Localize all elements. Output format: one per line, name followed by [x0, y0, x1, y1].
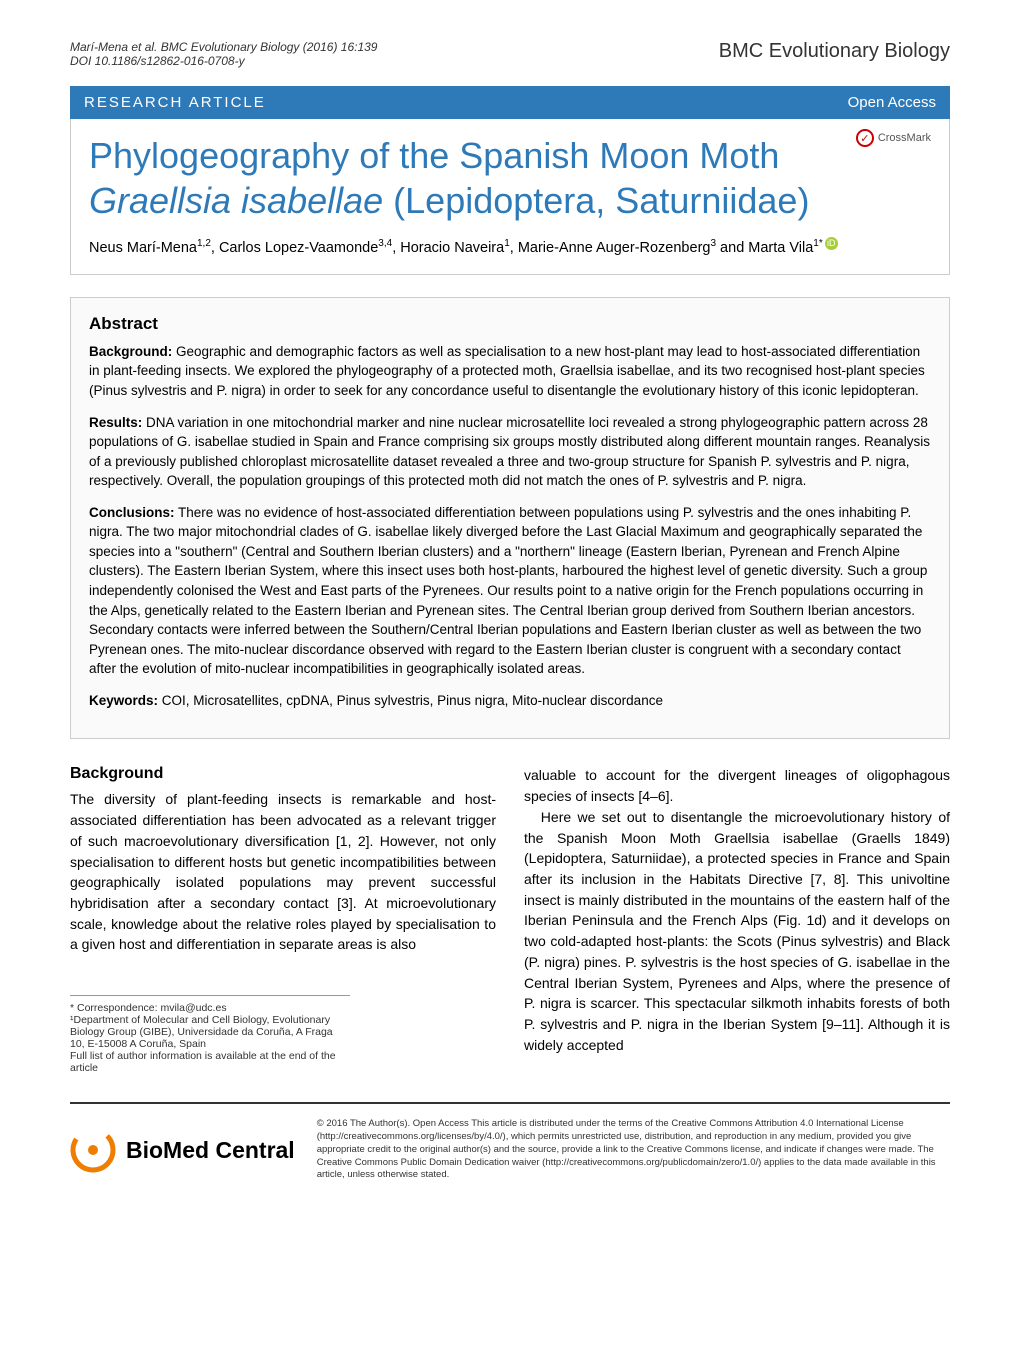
crossmark-icon: ✓ — [856, 129, 874, 147]
license-text: © 2016 The Author(s). Open Access This a… — [317, 1118, 950, 1182]
author-1: Neus Marí-Mena — [89, 240, 197, 256]
abstract-bg-text: Geographic and demographic factors as we… — [89, 344, 925, 398]
crossmark-badge[interactable]: ✓ CrossMark — [856, 129, 931, 147]
journal-name: BMC Evolutionary Biology — [719, 40, 950, 63]
keywords-label: Keywords: — [89, 693, 158, 708]
abstract-res-text: DNA variation in one mitochondrial marke… — [89, 415, 930, 489]
body-col2-p1: valuable to account for the divergent li… — [524, 765, 950, 806]
biomed-central-logo: BioMed Central — [70, 1127, 295, 1173]
affil-5: 1* — [813, 238, 822, 249]
affil-2: 3,4 — [378, 238, 392, 249]
doi: DOI 10.1186/s12862-016-0708-y — [70, 54, 377, 68]
title-suffix: (Lepidoptera, Saturniidae) — [383, 180, 809, 221]
crossmark-label: CrossMark — [878, 132, 931, 144]
publisher-name: BioMed Central — [126, 1137, 295, 1164]
correspondence-block: * Correspondence: mvila@udc.es ¹Departme… — [70, 995, 350, 1074]
open-access-label: Open Access — [848, 94, 936, 111]
keywords-text: COI, Microsatellites, cpDNA, Pinus sylve… — [158, 693, 663, 708]
body-col1-p1: The diversity of plant-feeding insects i… — [70, 789, 496, 955]
author-3: , Horacio Naveira — [392, 240, 504, 256]
affil-1: 1,2 — [197, 238, 211, 249]
citation: Marí-Mena et al. BMC Evolutionary Biolog… — [70, 40, 377, 54]
abstract-bg-label: Background: — [89, 344, 172, 359]
footer: BioMed Central © 2016 The Author(s). Ope… — [70, 1102, 950, 1202]
corr-email: * Correspondence: mvila@udc.es — [70, 1002, 350, 1014]
corr-affil: ¹Department of Molecular and Cell Biolog… — [70, 1014, 350, 1050]
header-meta: Marí-Mena et al. BMC Evolutionary Biolog… — [70, 0, 950, 68]
author-list: Neus Marí-Mena1,2, Carlos Lopez-Vaamonde… — [89, 237, 931, 256]
column-left: Background The diversity of plant-feedin… — [70, 765, 496, 1074]
abstract-conc-text: There was no evidence of host-associated… — [89, 505, 927, 677]
abstract-conc-label: Conclusions: — [89, 505, 175, 520]
article-type: RESEARCH ARTICLE — [84, 94, 266, 111]
abstract-conclusions: Conclusions: There was no evidence of ho… — [89, 503, 931, 679]
corr-note: Full list of author information is avail… — [70, 1050, 350, 1074]
column-right: valuable to account for the divergent li… — [524, 765, 950, 1074]
body-columns: Background The diversity of plant-feedin… — [70, 765, 950, 1074]
article-title: Phylogeography of the Spanish Moon Moth … — [89, 133, 931, 223]
author-2: , Carlos Lopez-Vaamonde — [211, 240, 378, 256]
abstract-box: Abstract Background: Geographic and demo… — [70, 297, 950, 740]
abstract-background: Background: Geographic and demographic f… — [89, 342, 931, 401]
abstract-res-label: Results: — [89, 415, 142, 430]
abstract-heading: Abstract — [89, 314, 931, 334]
body-col2-p2: Here we set out to disentangle the micro… — [524, 807, 950, 1056]
bmc-icon — [70, 1127, 116, 1173]
author-5: and Marta Vila — [716, 240, 813, 256]
abstract-keywords: Keywords: COI, Microsatellites, cpDNA, P… — [89, 691, 931, 711]
title-prefix: Phylogeography of the Spanish Moon Moth — [89, 135, 779, 176]
author-4: , Marie-Anne Auger-Rozenberg — [510, 240, 711, 256]
title-species: Graellsia isabellae — [89, 180, 383, 221]
background-heading: Background — [70, 765, 496, 783]
title-panel: ✓ CrossMark Phylogeography of the Spanis… — [70, 119, 950, 275]
article-type-bar: RESEARCH ARTICLE Open Access — [70, 86, 950, 119]
abstract-results: Results: DNA variation in one mitochondr… — [89, 413, 931, 491]
orcid-icon[interactable]: iD — [825, 237, 838, 250]
